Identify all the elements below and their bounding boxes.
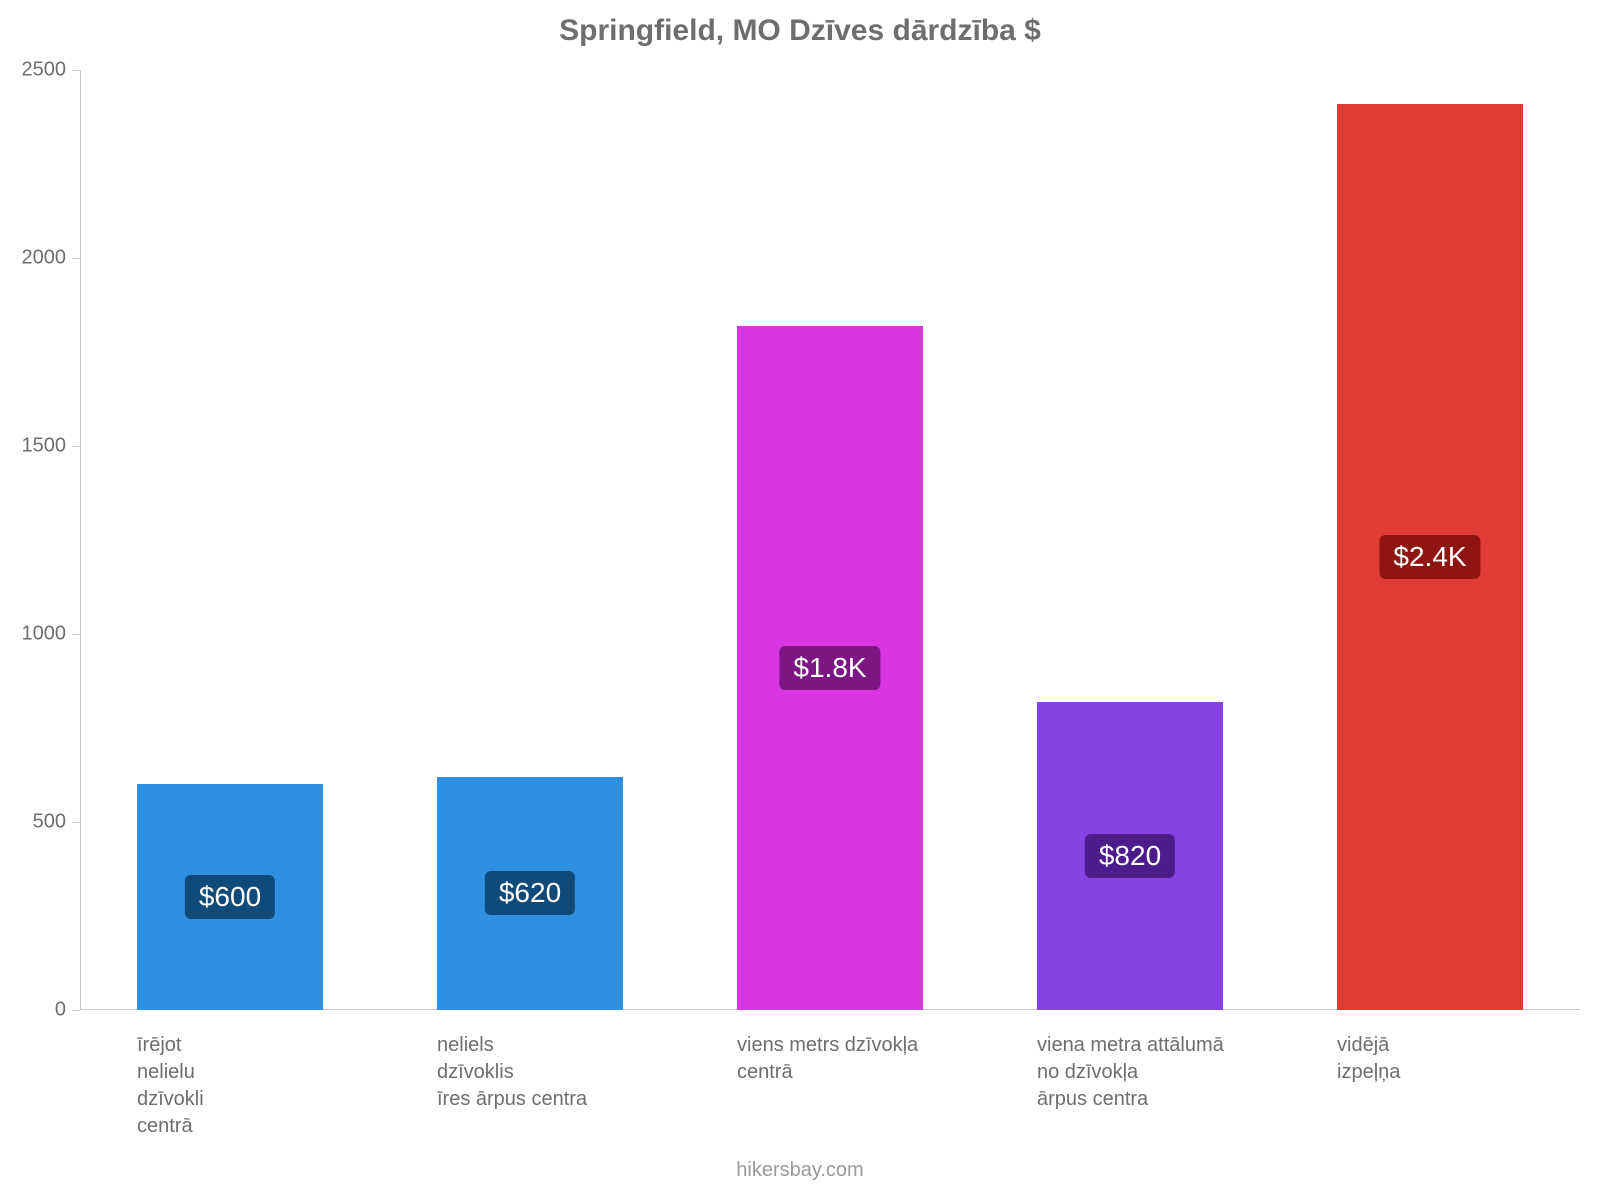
y-tick-label: 500 bbox=[6, 811, 66, 834]
bar-value-badge: $1.8K bbox=[779, 646, 880, 690]
bar-value-badge: $820 bbox=[1085, 834, 1175, 878]
bar-value-badge: $620 bbox=[485, 871, 575, 915]
bar: $820 bbox=[1037, 702, 1223, 1010]
y-tick-mark bbox=[72, 70, 80, 71]
x-category-label: viens metrs dzīvokļa centrā bbox=[737, 1032, 963, 1086]
chart-title: Springfield, MO Dzīves dārdzība $ bbox=[0, 14, 1600, 48]
bar: $1.8K bbox=[737, 326, 923, 1010]
cost-of-living-chart: Springfield, MO Dzīves dārdzība $ 0 500 10… bbox=[0, 0, 1600, 1200]
bar-value-badge: $600 bbox=[185, 875, 275, 919]
y-axis-line bbox=[80, 70, 81, 1010]
y-tick-label: 1000 bbox=[6, 623, 66, 646]
y-tick-label: 1500 bbox=[6, 435, 66, 458]
bar: $2.4K bbox=[1337, 104, 1523, 1010]
x-category-label: viena metra attālumā no dzīvokļa ārpus c… bbox=[1037, 1032, 1263, 1113]
y-tick-label: 0 bbox=[6, 999, 66, 1022]
y-tick-mark bbox=[72, 822, 80, 823]
x-category-label: īrējot nelielu dzīvokli centrā bbox=[137, 1032, 363, 1140]
y-tick-mark bbox=[72, 258, 80, 259]
bar: $620 bbox=[437, 777, 623, 1010]
x-category-label: neliels dzīvoklis īres ārpus centra bbox=[437, 1032, 663, 1113]
y-tick-mark bbox=[72, 1010, 80, 1011]
y-tick-mark bbox=[72, 634, 80, 635]
y-tick-label: 2000 bbox=[6, 247, 66, 270]
plot-area: 05001000150020002500 $600$620$1.8K$820$2… bbox=[80, 70, 1580, 1010]
x-category-label: vidējā izpeļņa bbox=[1337, 1032, 1563, 1086]
y-tick-label: 2500 bbox=[6, 59, 66, 82]
bar-value-badge: $2.4K bbox=[1379, 535, 1480, 579]
chart-source-footer: hikersbay.com bbox=[0, 1159, 1600, 1182]
y-tick-mark bbox=[72, 446, 80, 447]
bar: $600 bbox=[137, 784, 323, 1010]
